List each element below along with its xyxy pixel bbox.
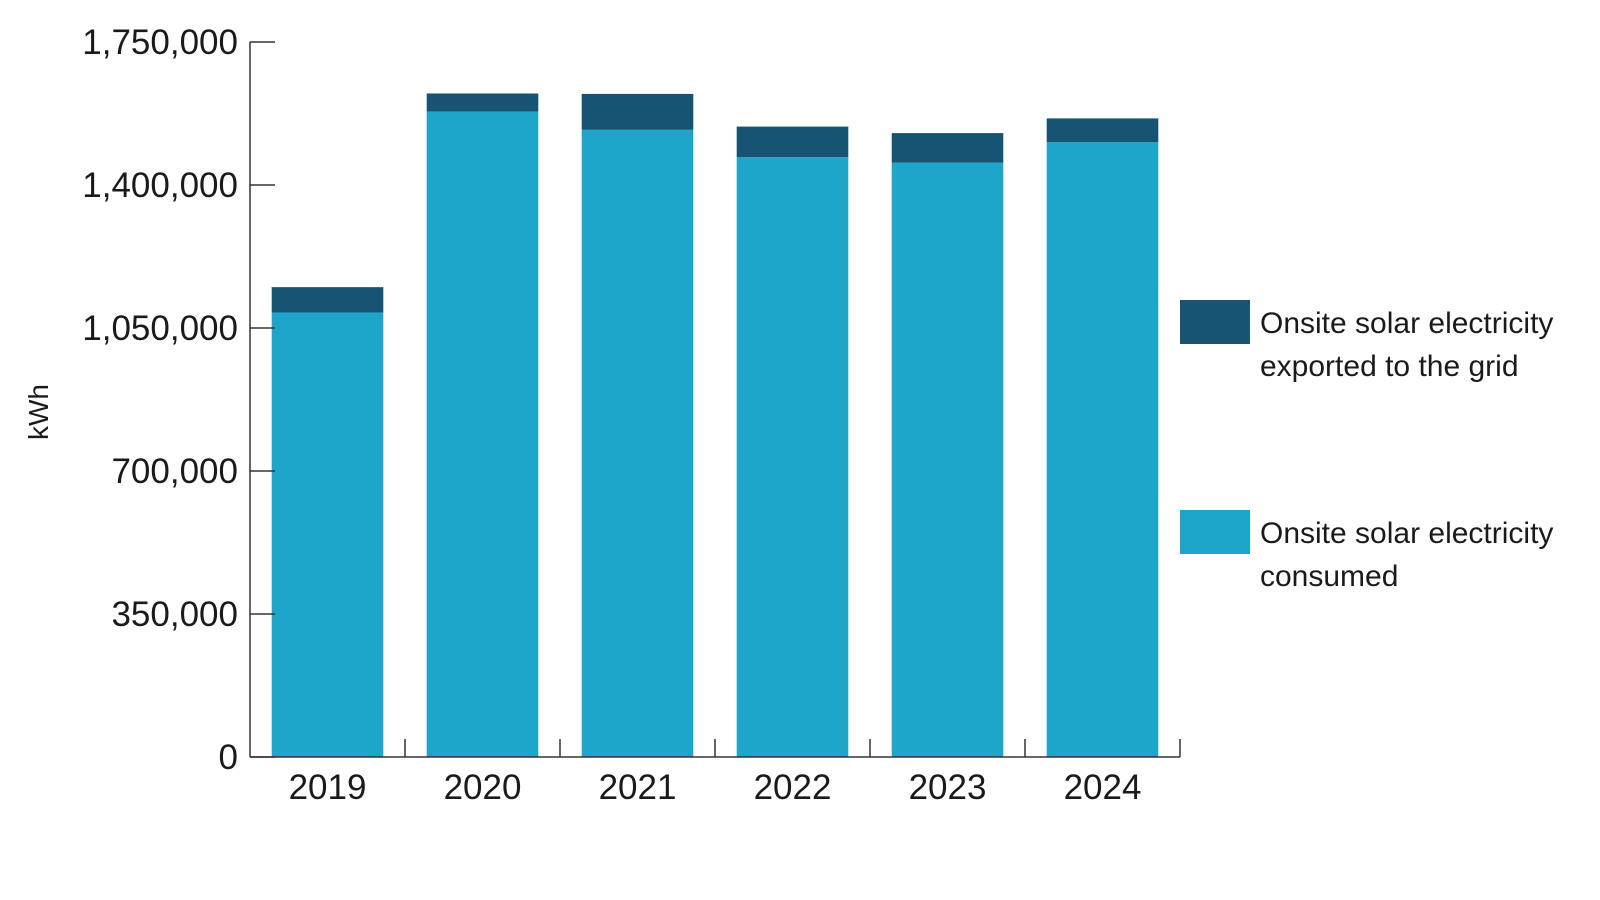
legend-item-consumed: Onsite solar electricity consumed <box>1180 510 1600 598</box>
bar-exported-2022 <box>736 126 849 158</box>
bar-consumed-2024 <box>1046 142 1159 758</box>
x-tick-label-2024: 2024 <box>1064 768 1142 807</box>
bar-consumed-2019 <box>271 312 384 757</box>
legend-label-exported: Onsite solar electricity exported to the… <box>1260 307 1554 383</box>
x-tick-label-2020: 2020 <box>444 768 522 807</box>
bar-consumed-2023 <box>891 162 1004 757</box>
bar-exported-2021 <box>581 93 694 130</box>
x-tick-label-2023: 2023 <box>909 768 987 807</box>
bar-consumed-2020 <box>426 111 539 757</box>
y-tick-label: 350,000 <box>111 595 238 634</box>
y-tick-label: 700,000 <box>111 452 238 491</box>
x-tick-label-2019: 2019 <box>289 768 367 807</box>
y-tick-label: 1,050,000 <box>82 309 238 348</box>
bar-exported-2023 <box>891 133 1004 163</box>
y-tick-label: 1,400,000 <box>82 166 238 205</box>
bar-consumed-2022 <box>736 157 849 758</box>
bar-exported-2024 <box>1046 118 1159 143</box>
y-axis-title: kWh <box>23 384 54 440</box>
bar-exported-2019 <box>271 287 384 313</box>
labels-layer: 0 350,000 700,000 1,050,000 1,400,000 1,750,0… <box>82 23 1141 807</box>
x-tick-label-2021: 2021 <box>599 768 677 807</box>
legend-swatch-exported <box>1180 300 1250 344</box>
y-tick-label: 0 <box>219 738 238 777</box>
legend-swatch-consumed <box>1180 510 1250 554</box>
axes-layer <box>249 41 1181 758</box>
x-tick-label-2022: 2022 <box>754 768 832 807</box>
legend-label-consumed: Onsite solar electricity consumed <box>1260 517 1554 593</box>
legend-item-exported: Onsite solar electricity exported to the… <box>1180 300 1600 388</box>
bar-consumed-2021 <box>581 129 694 758</box>
bars-layer <box>271 93 1159 758</box>
y-tick-label: 1,750,000 <box>82 23 238 62</box>
bar-exported-2020 <box>426 93 539 112</box>
